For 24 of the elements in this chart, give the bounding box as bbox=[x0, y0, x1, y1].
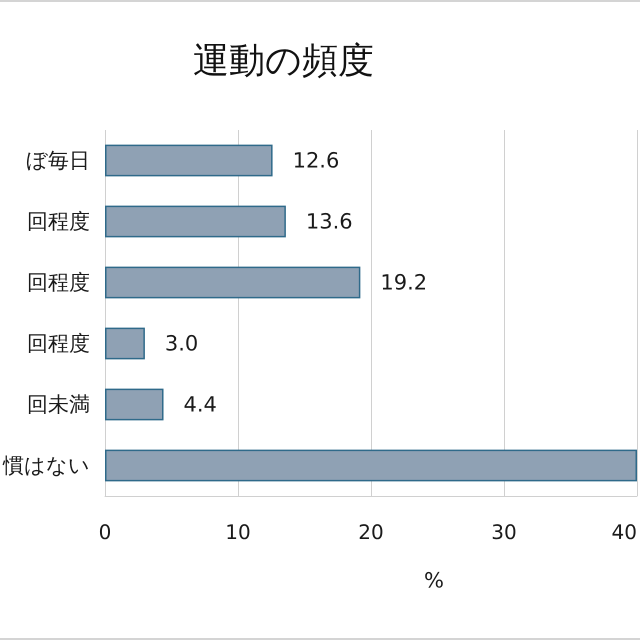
data-label: 12.6 bbox=[292, 148, 340, 172]
y-tick-label: ぼ毎日 bbox=[26, 148, 90, 172]
bar bbox=[105, 450, 637, 482]
bar bbox=[105, 388, 164, 420]
y-tick-label: 回未満 bbox=[27, 392, 90, 416]
bar bbox=[105, 206, 286, 238]
data-label: 4.4 bbox=[184, 392, 217, 416]
data-label: 19.2 bbox=[380, 270, 428, 294]
bar bbox=[105, 144, 273, 176]
x-tick-label: 30 bbox=[491, 520, 517, 544]
x-axis-title: % bbox=[424, 568, 444, 592]
x-tick-label: 40 bbox=[612, 520, 637, 544]
y-tick-label: 慣はない bbox=[2, 454, 90, 478]
x-tick-label: 0 bbox=[98, 520, 112, 544]
data-label: 3.0 bbox=[164, 332, 198, 356]
x-tick-label: 10 bbox=[225, 520, 251, 544]
bar bbox=[105, 328, 145, 360]
y-tick-label: 回程度 bbox=[27, 270, 90, 294]
y-tick-label: 回程度 bbox=[27, 210, 90, 234]
bar bbox=[105, 266, 360, 298]
x-tick-label: 20 bbox=[358, 520, 384, 544]
data-label: 13.6 bbox=[306, 210, 353, 234]
chart-title: 運動の頻度 bbox=[193, 40, 374, 82]
y-tick-label: 回程度 bbox=[27, 332, 90, 356]
